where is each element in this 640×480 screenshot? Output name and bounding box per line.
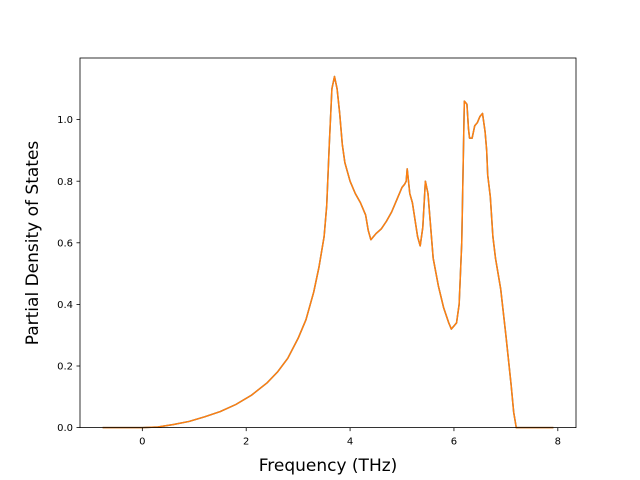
series-line-2 [102,75,554,429]
x-axis-label: Frequency (THz) [259,456,398,476]
x-tick-label: 4 [347,437,353,448]
y-tick-label: 0.4 [57,300,73,311]
x-axis-ticks: 0 2 4 6 8 [139,427,561,448]
y-tick-label: 0.0 [57,423,73,434]
y-tick-label: 0.8 [57,177,73,188]
x-tick-label: 2 [243,437,249,448]
y-tick-label: 0.2 [57,362,73,373]
y-axis-ticks: 0.0 0.2 0.4 0.6 0.8 1.0 [57,115,80,434]
series-layer [102,75,554,429]
x-tick-label: 6 [451,437,457,448]
y-tick-label: 1.0 [57,115,73,126]
y-axis-label: Partial Density of States [23,141,43,346]
y-tick-label: 0.6 [57,238,73,249]
x-tick-label: 8 [555,437,561,448]
x-tick-label: 0 [139,437,145,448]
